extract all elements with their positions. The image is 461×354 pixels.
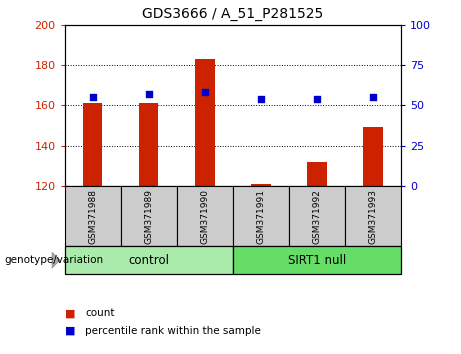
Point bbox=[89, 95, 96, 100]
Text: control: control bbox=[128, 254, 169, 267]
Text: GSM371989: GSM371989 bbox=[144, 189, 153, 244]
Bar bbox=[121, 186, 177, 246]
Text: SIRT1 null: SIRT1 null bbox=[288, 254, 346, 267]
Point bbox=[257, 96, 265, 102]
Point bbox=[313, 96, 321, 102]
Bar bbox=[233, 246, 401, 274]
Polygon shape bbox=[52, 252, 60, 268]
Bar bbox=[233, 186, 289, 246]
Text: GSM371992: GSM371992 bbox=[313, 189, 321, 244]
Bar bbox=[307, 162, 327, 186]
Bar bbox=[195, 59, 214, 186]
Point bbox=[369, 95, 377, 100]
Bar bbox=[65, 186, 121, 246]
Text: GSM371990: GSM371990 bbox=[200, 189, 209, 244]
Text: ■: ■ bbox=[65, 308, 75, 318]
Text: GSM371991: GSM371991 bbox=[256, 189, 266, 244]
Text: percentile rank within the sample: percentile rank within the sample bbox=[85, 326, 261, 336]
Bar bbox=[83, 103, 102, 186]
Bar bbox=[177, 186, 233, 246]
Text: GSM371993: GSM371993 bbox=[368, 189, 378, 244]
Bar bbox=[345, 186, 401, 246]
Point bbox=[201, 90, 208, 95]
Text: ■: ■ bbox=[65, 326, 75, 336]
Text: GSM371988: GSM371988 bbox=[88, 189, 97, 244]
Title: GDS3666 / A_51_P281525: GDS3666 / A_51_P281525 bbox=[142, 7, 324, 21]
Bar bbox=[251, 184, 271, 186]
Bar bbox=[289, 186, 345, 246]
Bar bbox=[65, 246, 233, 274]
Bar bbox=[139, 103, 159, 186]
Text: count: count bbox=[85, 308, 115, 318]
Text: genotype/variation: genotype/variation bbox=[5, 255, 104, 265]
Bar bbox=[363, 127, 383, 186]
Point bbox=[145, 91, 152, 97]
